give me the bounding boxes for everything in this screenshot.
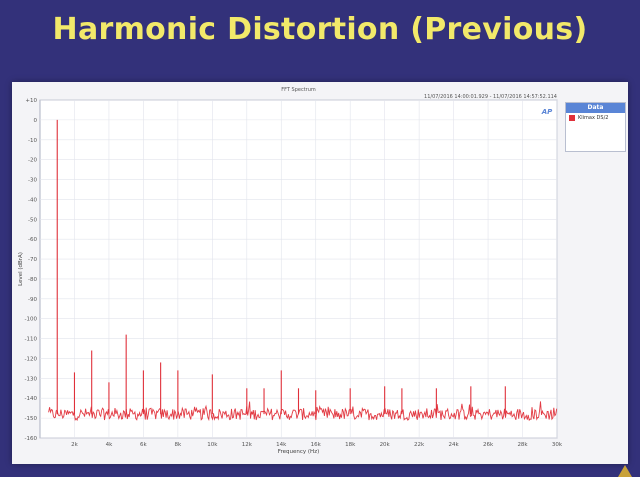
y-tick-label: -110 [25,337,38,343]
y-tick-label: -60 [28,237,37,243]
y-tick-label: -120 [25,356,38,362]
fft-spectrum-chart: +10 0 -10 -20 -30 -40 -50 -60 -70 -80 -90 -100 -110 -… [18,87,563,455]
x-axis-label: Frequency (Hz) [278,449,319,455]
y-tick-label: -50 [28,217,37,223]
x-tick-label: 24k [449,442,460,448]
x-tick-label: 8k [175,442,182,448]
x-tick-label: 18k [345,442,356,448]
y-tick-label: -30 [28,178,37,184]
y-tick-label: -20 [28,158,37,164]
x-tick-label: 12k [242,442,253,448]
legend-item: Klimax DS/2 [566,113,625,123]
chart-timestamp: 11/07/2016 14:00:01.929 - 11/07/2016 14:… [424,94,557,100]
x-tick-label: 28k [517,442,528,448]
legend-label: Klimax DS/2 [578,115,609,121]
legend-swatch [569,115,575,121]
x-tick-label: 22k [414,442,425,448]
plot-area [39,99,558,439]
y-axis-label: Level (dBrA) [18,252,24,286]
y-tick-label: +10 [25,98,37,104]
y-tick-label: -130 [25,376,38,382]
y-tick-label: -100 [25,317,38,323]
chart-legend: Data Klimax DS/2 [565,102,626,152]
x-tick-label: 30k [552,442,563,448]
y-tick-label: -40 [28,197,37,203]
projected-chart-screen: +10 0 -10 -20 -30 -40 -50 -60 -70 -80 -90 -100 -110 -… [12,82,628,464]
x-tick-label: 6k [140,442,147,448]
y-tick-label: -80 [28,277,37,283]
noise-floor-trace [48,401,558,422]
y-tick-label: -150 [25,416,38,422]
y-tick-label: -140 [25,396,38,402]
x-tick-label: 16k [311,442,322,448]
y-tick-label: -90 [28,297,37,303]
x-tick-label: 20k [380,442,391,448]
x-tick-label: 2k [71,442,78,448]
x-tick-label: 10k [207,442,218,448]
ap-logo: AP [541,108,553,116]
chart-title: FFT Spectrum [281,87,316,93]
y-tick-label: -160 [25,436,38,442]
x-tick-label: 26k [483,442,494,448]
x-tick-label: 14k [276,442,287,448]
corner-triangle-icon [618,465,632,477]
y-tick-label: -10 [28,138,37,144]
legend-header: Data [566,103,625,113]
y-tick-label: 0 [34,118,38,124]
slide-title: Harmonic Distortion (Previous) [52,12,588,47]
x-tick-label: 4k [106,442,113,448]
y-tick-label: -70 [28,257,37,263]
